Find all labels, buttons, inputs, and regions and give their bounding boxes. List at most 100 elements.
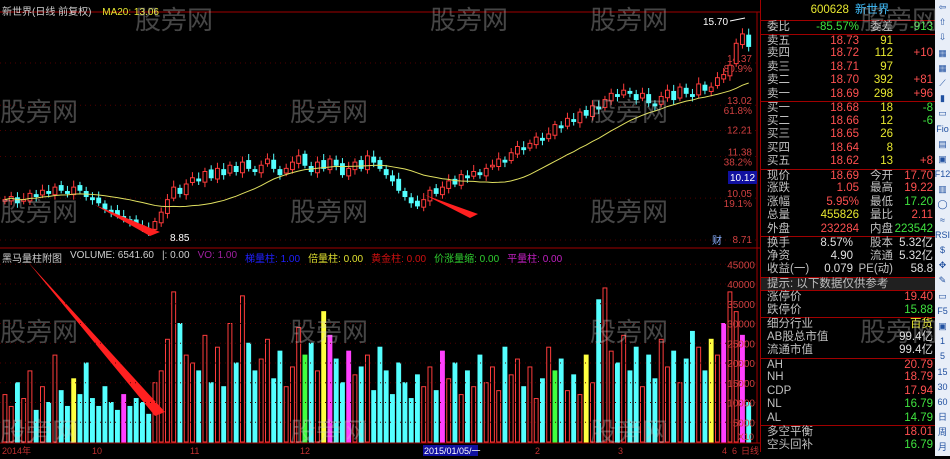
ma20-label: MA20: 13.06 (102, 7, 159, 18)
volume-bar (65, 405, 70, 443)
main-chart-header: 新世界(日线 前复权) MA20: 13.06 (2, 3, 159, 18)
candle-body (608, 92, 614, 102)
candle-body (227, 164, 233, 174)
volume-bar (583, 354, 589, 443)
toolbar-button[interactable]: 日 (937, 412, 947, 423)
price-tick-label: 11.38 (728, 147, 753, 158)
volume-bar (696, 346, 702, 443)
limit-price-label: 跌停价 (767, 303, 802, 316)
volume-chart-header: 黑马量柱附图 VOLUME: 6541.60 |: 0.00 VO: 1.00 梯量柱… (2, 250, 562, 265)
fund-value: 58.8 (910, 263, 933, 275)
candle-body (640, 92, 645, 99)
toolbar-button[interactable]: ▥ (938, 184, 947, 195)
pivot-level-value: 16.79 (904, 398, 933, 410)
volume-indicator-label: 平量柱: 0.00 (507, 254, 563, 265)
toolbar-button[interactable]: 周 (937, 427, 947, 438)
toolbar-button[interactable]: $ (939, 245, 945, 255)
order-ratio-label: 委比 (767, 21, 790, 33)
toolbar-button[interactable]: 1 (939, 336, 945, 347)
candle-body (671, 90, 677, 101)
volume-bar (321, 311, 327, 443)
toolbar-button[interactable]: ▤ (938, 138, 947, 149)
volume-bar (165, 338, 170, 443)
info-value: 99.4亿 (899, 330, 933, 343)
stat-value: 19.22 (904, 182, 933, 194)
toolbar-button[interactable]: ▦ (938, 62, 947, 73)
trend-arrow-annotation (28, 262, 165, 416)
stat-label: 最高 (870, 182, 893, 194)
volume-bar (490, 366, 495, 443)
toolbar-button[interactable]: F12 (934, 169, 950, 180)
toolbar-button[interactable]: RSI (935, 229, 950, 240)
toolbar-button[interactable]: 月 (937, 442, 947, 453)
bid-level-row: 买一 18.68 18 -8 (761, 101, 935, 115)
toolbar-button[interactable]: Fio (936, 123, 949, 134)
candle-body (452, 178, 458, 185)
volume-bar (215, 346, 220, 443)
level-volume: 298 (873, 87, 893, 100)
info-label: 细分行业 (767, 318, 813, 330)
balance: 多空平衡 18.01 (761, 425, 935, 439)
balance-label: 空头回补 (767, 438, 813, 451)
toolbar-button[interactable]: ✥ (938, 260, 947, 271)
bid-level-row: 买二 18.66 12 -6 (761, 115, 935, 129)
date-tick-label: 10 (92, 446, 102, 456)
toolbar-button[interactable]: ▣ (938, 153, 947, 164)
candle-body (402, 191, 408, 198)
volume-tick-label: 5000 (733, 418, 756, 429)
toolbar-button[interactable]: ≈ (940, 214, 945, 225)
toolbar-button[interactable]: ▣ (938, 320, 947, 331)
candle-body (315, 161, 320, 174)
toolbar-button[interactable]: ✎ (938, 275, 947, 286)
volume-bar (465, 370, 470, 443)
volume-bar (277, 350, 283, 443)
toolbar-button[interactable]: ⟋ (939, 77, 946, 88)
volume-tick-label: 35000 (727, 300, 755, 311)
cursor-price-label: 10.12 (730, 173, 755, 184)
volume-bar (590, 382, 595, 443)
fund-value: 4.90 (830, 249, 853, 262)
toolbar-button[interactable]: ▦ (938, 47, 947, 58)
toolbar-button[interactable]: F5 (937, 305, 948, 316)
candle-body (746, 34, 752, 47)
candle-body (596, 106, 602, 110)
level-label: 卖五 (767, 34, 790, 47)
volume-bar (496, 390, 502, 443)
volume-bar (458, 394, 464, 443)
volume-bar (440, 350, 445, 443)
info: AB股总市值 99.4亿 (761, 331, 935, 345)
toolbar-button[interactable]: 15 (937, 366, 948, 377)
high-price-label: 15.70 (703, 17, 728, 28)
kline-chart-area[interactable]: 14.37 80.9% 13.02 61.8% 12.21 11.38 38.2% 10.05… (0, 0, 760, 456)
ask-level-row: 卖二 18.70 392 +81 (761, 74, 935, 88)
date-tick-label: 日线 (741, 445, 759, 456)
volume-bar (171, 291, 177, 443)
toolbar-button[interactable]: ⇦ (938, 2, 947, 12)
candle-body (683, 87, 689, 94)
toolbar-button[interactable]: ⇧ (938, 17, 947, 28)
pivot-level-label: AH (767, 358, 783, 371)
candle-body (696, 83, 702, 96)
volume-bar (408, 398, 414, 443)
info: 细分行业 百货 (761, 317, 935, 331)
toolbar-button[interactable]: ▭ (938, 290, 947, 301)
candle-body (158, 211, 164, 224)
toolbar-button[interactable]: ⇩ (938, 32, 947, 43)
volume-bar (615, 362, 620, 443)
candle-body (571, 119, 577, 122)
toolbar-button[interactable]: 5 (939, 351, 945, 362)
candle-body (727, 64, 733, 77)
high-price-pointer (729, 17, 746, 22)
toolbar-button[interactable]: ▭ (938, 108, 947, 119)
toolbar-button[interactable]: 30 (937, 381, 948, 392)
date-tick-label: 2015/01/05/一 (424, 446, 481, 456)
candle-body (171, 186, 177, 199)
toolbar-button[interactable]: ▮ (940, 93, 945, 104)
down-arrow-annotation (425, 195, 478, 218)
toolbar-button[interactable]: ◯ (937, 199, 948, 210)
pivot-level-label: NH (767, 371, 784, 383)
toolbar-button[interactable]: 60 (937, 396, 948, 407)
pivot-level-value: 18.79 (904, 371, 933, 383)
volume-bar (577, 394, 583, 443)
